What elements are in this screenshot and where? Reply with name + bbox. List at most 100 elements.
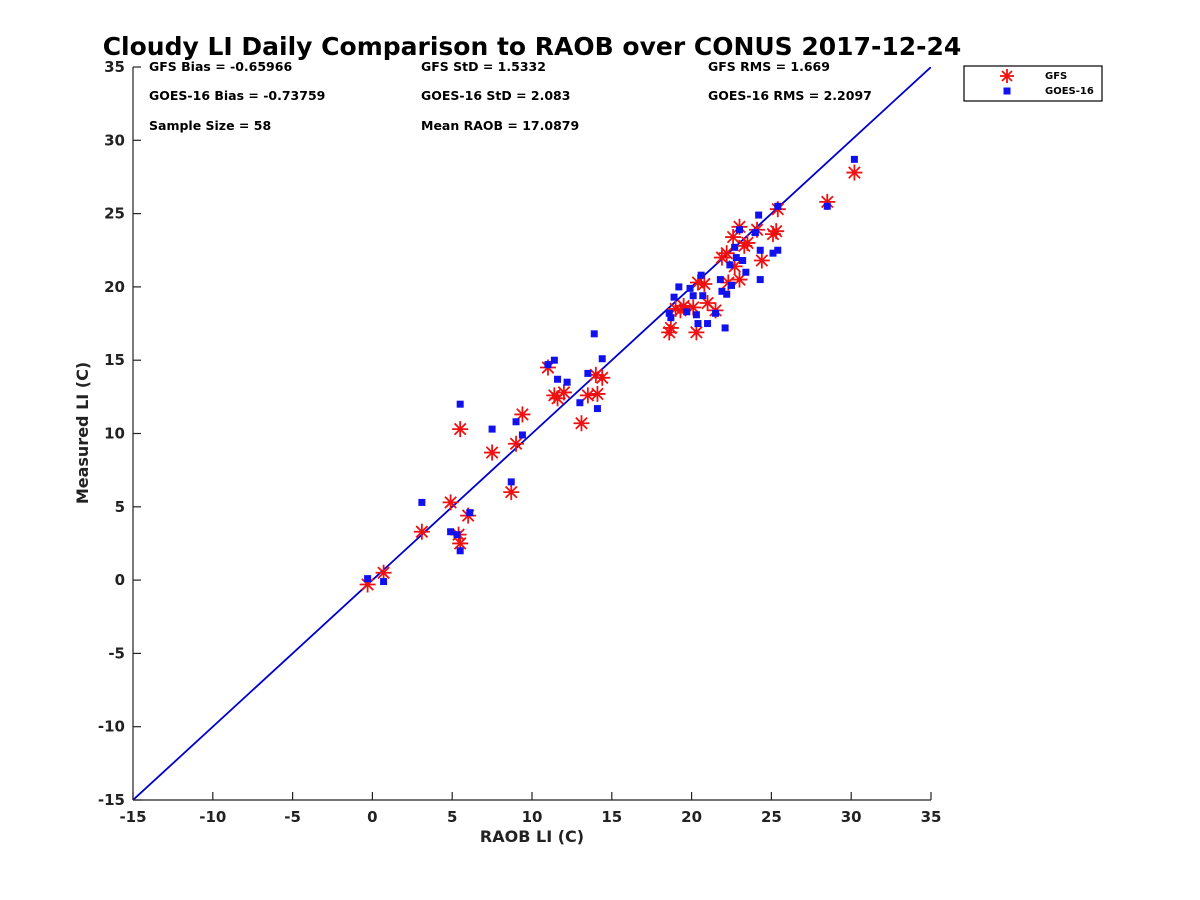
gfs-point	[718, 245, 735, 262]
goes-16-point	[689, 292, 697, 300]
stat-annotation: GOES-16 RMS = 2.2097	[708, 88, 872, 103]
goes-16-point	[670, 293, 678, 301]
goes-16-point	[507, 478, 515, 486]
chart-title: Cloudy LI Daily Comparison to RAOB over …	[103, 32, 962, 61]
stat-annotation: GOES-16 StD = 2.083	[421, 88, 570, 103]
gfs-point	[442, 494, 459, 511]
legend-gfs-label: GFS	[1045, 71, 1067, 82]
goes-16-point	[751, 229, 759, 237]
goes-16-point	[466, 509, 474, 517]
x-tick-label: -15	[119, 808, 146, 826]
goes-16-series	[364, 155, 858, 586]
goes-16-point	[735, 226, 743, 234]
stat-annotation: GFS StD = 1.5332	[421, 59, 546, 74]
goes-16-point	[732, 254, 740, 262]
gfs-point	[573, 415, 590, 432]
goes-16-point	[590, 330, 598, 338]
goes-16-point	[576, 399, 584, 407]
legend-items: GFS GOES-16	[1000, 69, 1094, 97]
goes-16-point	[380, 578, 388, 586]
goes-16-point	[683, 308, 691, 316]
goes-16-point	[447, 528, 455, 536]
y-axis-ticks: -15 -10 -5 0 5 10 15 20 25 30 35	[98, 58, 141, 809]
legend-gfs-marker	[1000, 69, 1014, 83]
x-tick-label: -10	[199, 808, 226, 826]
gfs-point	[662, 319, 679, 336]
y-tick-label: 5	[115, 498, 125, 516]
stat-annotation: Sample Size = 58	[149, 118, 271, 133]
legend: GFS GOES-16	[963, 65, 1103, 102]
legend-goes-16-label: GOES-16	[1045, 86, 1094, 97]
stat-annotation: Mean RAOB = 17.0879	[421, 118, 579, 133]
y-tick-label: -5	[108, 644, 125, 662]
goes-16-point	[456, 400, 464, 408]
x-tick-label: 10	[522, 808, 543, 826]
goes-16-point	[697, 271, 705, 279]
goes-16-point	[488, 425, 496, 433]
y-axis-label: Measured LI (C)	[73, 362, 92, 504]
goes-16-point	[364, 575, 372, 583]
goes-16-point	[726, 261, 734, 269]
x-tick-label: 30	[841, 808, 862, 826]
goes-16-point	[544, 361, 552, 369]
goes-16-point	[686, 284, 694, 292]
gfs-point	[452, 421, 469, 438]
x-tick-label: -5	[284, 808, 301, 826]
gfs-series	[359, 164, 863, 593]
goes-16-point	[692, 311, 700, 319]
stat-annotation: GFS RMS = 1.669	[708, 59, 830, 74]
y-tick-label: 30	[104, 131, 125, 149]
goes-16-point	[456, 547, 464, 555]
goes-16-point	[850, 155, 858, 163]
gfs-point	[589, 385, 606, 402]
goes-16-point	[699, 292, 707, 300]
y-tick-label: 35	[104, 58, 125, 76]
goes-16-point	[723, 290, 731, 298]
goes-16-point	[665, 309, 673, 317]
y-tick-label: 10	[104, 425, 125, 443]
gfs-point	[731, 271, 748, 288]
goes-16-point	[774, 202, 782, 210]
x-tick-label: 25	[761, 808, 782, 826]
goes-16-point	[823, 202, 831, 210]
goes-16-point	[774, 246, 782, 254]
goes-16-point	[598, 355, 606, 363]
goes-16-point	[769, 249, 777, 257]
gfs-point	[753, 252, 770, 269]
x-tick-label: 20	[681, 808, 702, 826]
y-tick-label: -10	[98, 718, 125, 736]
gfs-point	[725, 229, 742, 246]
x-axis-label: RAOB LI (C)	[480, 827, 584, 846]
y-tick-label: -15	[98, 791, 125, 809]
gfs-point	[484, 444, 501, 461]
goes-16-point	[518, 431, 526, 439]
plot-area: GFS Bias = -0.65966 GFS StD = 1.5332 GFS R…	[133, 59, 931, 800]
goes-16-point	[718, 287, 726, 295]
goes-16-point	[756, 276, 764, 284]
goes-16-point	[704, 320, 712, 328]
goes-16-point	[731, 243, 739, 251]
x-axis-ticks: -15 -10 -5 0 5 10 15 20 25 30 35	[119, 792, 941, 826]
goes-16-point	[742, 268, 750, 276]
gfs-point	[739, 234, 756, 251]
goes-16-point	[584, 369, 592, 377]
goes-16-point	[418, 498, 426, 506]
stat-annotation: GFS Bias = -0.65966	[149, 59, 292, 74]
goes-16-point	[739, 257, 747, 265]
goes-16-point	[512, 418, 520, 426]
gfs-point	[846, 164, 863, 181]
goes-16-point	[755, 211, 763, 219]
y-tick-label: 15	[104, 351, 125, 369]
legend-goes-16-marker	[1003, 87, 1011, 95]
one-to-one-reference-line	[133, 67, 931, 800]
gfs-point	[503, 484, 520, 501]
gfs-point	[688, 324, 705, 341]
x-tick-label: 35	[921, 808, 942, 826]
gfs-point	[508, 435, 525, 452]
gfs-point	[594, 369, 611, 386]
goes-16-point	[721, 324, 729, 332]
x-tick-label: 5	[447, 808, 457, 826]
goes-16-point	[756, 246, 764, 254]
stat-annotation: GOES-16 Bias = -0.73759	[149, 88, 325, 103]
gfs-point	[514, 406, 531, 423]
